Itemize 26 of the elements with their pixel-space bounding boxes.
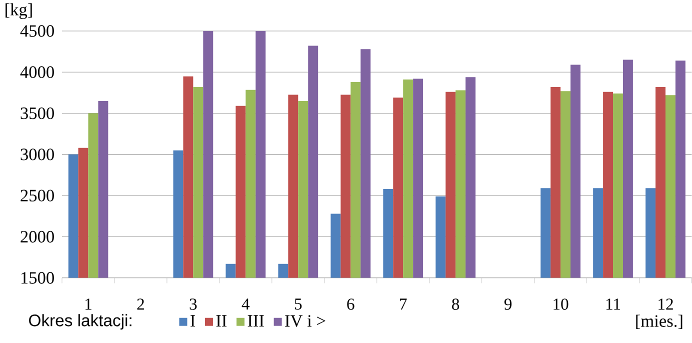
legend-title: Okres laktacji:: [29, 314, 132, 330]
x-tick-label: 3: [190, 298, 197, 310]
x-tick-label: 4: [242, 298, 250, 310]
x-axis-title: [mies.]: [636, 314, 682, 330]
x-tick-label: 1: [86, 298, 92, 310]
y-tick-label: 2000: [20, 230, 54, 243]
x-tick-label: 2: [137, 298, 144, 310]
y-tick-label: 1500: [21, 272, 54, 284]
y-tick-label: 2500: [20, 190, 54, 202]
x-tick-label: 10: [554, 298, 568, 310]
legend-label: I: [190, 315, 196, 327]
x-tick-label: 11: [606, 298, 620, 310]
x-tick-label: 8: [452, 298, 460, 310]
legend-label: II: [216, 315, 227, 327]
legend-label: IV i >: [285, 315, 326, 327]
x-tick-label: 9: [504, 298, 512, 310]
y-axis-title: [kg]: [6, 3, 32, 20]
x-tick-label: 7: [400, 298, 407, 310]
y-tick-label: 4500: [20, 25, 54, 37]
y-tick-label: 4000: [20, 66, 54, 78]
y-tick-label: 3500: [20, 108, 54, 120]
y-tick-label: 3000: [20, 148, 54, 160]
x-tick-label: 12: [658, 298, 673, 310]
x-tick-label: 6: [347, 298, 354, 310]
x-tick-label: 5: [294, 298, 302, 310]
legend-label: III: [248, 315, 264, 327]
